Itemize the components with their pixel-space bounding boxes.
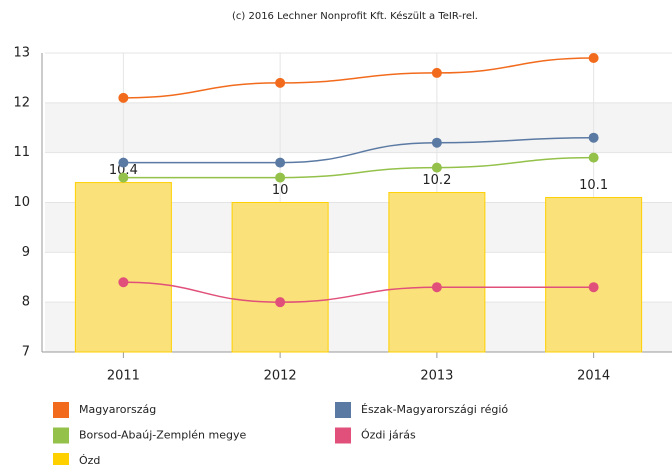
- bar: [388, 192, 486, 353]
- y-tick-label: 11: [13, 145, 30, 160]
- x-tick-label: 2011: [107, 369, 140, 384]
- y-tick-label: 10: [13, 195, 30, 210]
- bar: [74, 182, 172, 353]
- y-tick-label: 13: [13, 46, 30, 61]
- point: [275, 77, 286, 88]
- point: [275, 157, 286, 168]
- line: [123, 281, 594, 303]
- legend-swatch: [335, 402, 351, 418]
- legend-swatch: [53, 427, 69, 444]
- point: [431, 282, 442, 293]
- x-tick-label: 2012: [264, 369, 297, 384]
- data-label: 10.1: [579, 178, 608, 193]
- chart-title: (c) 2016 Lechner Nonprofit Kft. Készült …: [232, 10, 478, 22]
- point: [275, 297, 286, 308]
- bar: [231, 202, 329, 353]
- legend-label: Ózdi járás: [361, 429, 416, 442]
- data-label: 10.4: [109, 163, 138, 178]
- legend-label: Észak-Magyarországi régió: [361, 403, 508, 416]
- y-tick-label: 9: [22, 245, 30, 260]
- point: [118, 157, 129, 168]
- point: [431, 137, 442, 148]
- line: [123, 57, 594, 99]
- y-tick-label: 12: [13, 95, 30, 110]
- point: [431, 162, 442, 173]
- y-tick-label: 8: [22, 295, 30, 310]
- point: [588, 282, 599, 293]
- x-tick-label: 2013: [420, 369, 453, 384]
- point: [118, 92, 129, 103]
- legend-label: Ózd: [79, 454, 100, 465]
- point: [588, 152, 599, 163]
- legend-label: Magyarország: [79, 403, 156, 416]
- point: [118, 172, 129, 183]
- point: [118, 277, 129, 288]
- bar: [545, 197, 643, 353]
- point: [275, 172, 286, 183]
- y-tick-label: 7: [22, 345, 30, 360]
- legend-swatch: [53, 402, 69, 418]
- x-tick-label: 2014: [577, 369, 610, 384]
- point: [431, 67, 442, 78]
- point: [588, 52, 599, 63]
- legend-swatch: [335, 427, 351, 444]
- legend-swatch: [53, 453, 69, 465]
- grid-band: [45, 102, 672, 153]
- point: [588, 132, 599, 143]
- line: [123, 156, 594, 179]
- data-label: 10.2: [422, 173, 451, 188]
- legend-label: Borsod-Abaúj-Zemplén megye: [79, 429, 246, 442]
- data-label: 10: [272, 183, 289, 198]
- line: [123, 136, 594, 164]
